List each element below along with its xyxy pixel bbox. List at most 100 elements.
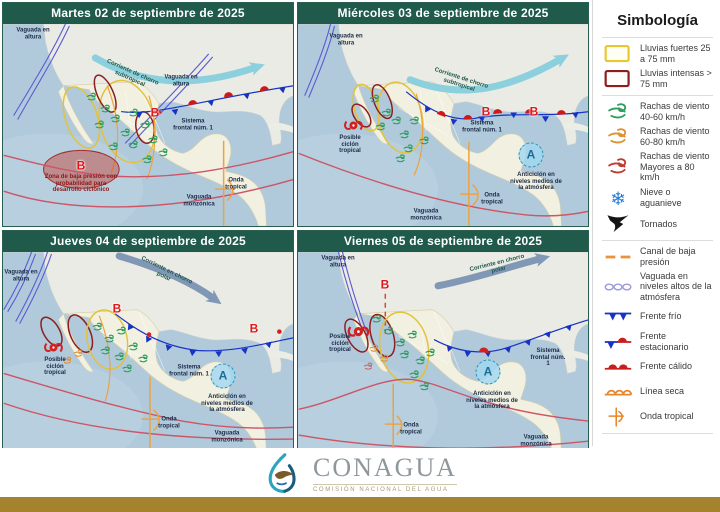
map-label-vaguada-monzonica: Vaguada monzónica (410, 208, 442, 221)
map-label-posible-ciclon: Posible ciclón tropical (329, 333, 351, 354)
legend-panel: Simbología Lluvias fuertes 25 a 75 mm Llu… (592, 0, 720, 446)
upper-trough-lines (304, 24, 336, 98)
tropical-wave-symbol (460, 141, 479, 226)
front-warm-marker (478, 347, 489, 354)
panel-title: Viernes 05 de septiembre de 2025 (298, 231, 588, 252)
heavy-rain-areas (352, 81, 424, 154)
legend-item-canal-baja: Canal de baja presión (602, 246, 713, 268)
map-graphic (3, 24, 293, 226)
heavy-rain-area (86, 309, 129, 370)
map-label-anticiclon: Anticiclón en niveles medios de la atmós… (510, 171, 562, 192)
intense-rain-areas (351, 83, 394, 128)
heavy-rain-icon (602, 43, 634, 65)
legend-item-heavy-rain: Lluvias fuertes 25 a 75 mm (602, 43, 713, 65)
legend-divider (602, 432, 713, 434)
low-pressure-channel-line (413, 93, 424, 176)
map-label-zona-baja-presion: Zona de baja presión con probabilidad pa… (44, 173, 118, 194)
map-symbol-baja-presion: B (529, 104, 539, 119)
weather-map-martes: Vaguada en altura Corriente de chorro sub… (3, 24, 293, 226)
svg-text:❄: ❄ (610, 189, 626, 210)
map-label-vaguada-en-altura: Vaguada en altura (321, 255, 355, 268)
wind-40-60-icon (602, 101, 634, 123)
monsoon-trough-lines (298, 378, 588, 449)
conagua-subtitle: COMISIÓN NACIONAL DEL AGUA (313, 483, 457, 493)
legend-label: Frente frío (640, 311, 682, 322)
map-label-anticiclon: Anticiclón en niveles medios de la atmós… (466, 390, 518, 411)
vaguada-altos-icon (602, 276, 634, 298)
legend-item-intense-rain: Lluvias intensas > 75 mm (602, 68, 713, 90)
legend-label: Rachas de viento Mayores a 80 km/h (640, 151, 710, 183)
legend-item-wind-40-60: Rachas de viento 40-60 km/h (602, 101, 713, 123)
linea-seca-icon (602, 381, 634, 403)
legend-label: Frente cálido (640, 361, 693, 372)
legend-section: Canal de baja presión Vaguada en niveles … (602, 246, 713, 428)
legend-item-linea-seca: Línea seca (602, 381, 713, 403)
legend-item-wind-60-80: Rachas de viento 60-80 km/h (602, 126, 713, 148)
legend-item-frente-calido: Frente cálido (602, 356, 713, 378)
legend-item-vaguada-altos: Vaguada en niveles altos de la atmósfera (602, 271, 713, 303)
weather-map-viernes: Vaguada en altura Corriente en chorro pol… (298, 252, 588, 454)
intense-rain-areas (344, 313, 396, 358)
map-label-vaguada-en-altura: Vaguada en altura (164, 74, 198, 87)
legend-divider (602, 239, 713, 241)
map-label-vaguada-monzonica: Vaguada monzónica (211, 430, 243, 443)
wind-60-80-icon (602, 126, 634, 148)
monsoon-trough-line (298, 152, 588, 217)
map-label-sistema-frontal: Sistema frontal núm. 1 (530, 347, 566, 368)
legend-label: Frente estacionario (640, 331, 689, 352)
map-symbol-anticiclon: A (210, 363, 236, 389)
map-label-anticiclon: Anticiclón en niveles medios de la atmós… (201, 393, 253, 414)
panel-martes: Martes 02 de septiembre de 2025 (2, 2, 294, 227)
weather-map-miercoles: Vaguada en altura Corriente de chorro sub… (298, 24, 588, 226)
map-symbol-baja-presion: B (76, 158, 86, 173)
subtropical-jet-arrow (406, 54, 569, 94)
map-annotations: Vaguada en altura Corriente en chorro pol… (298, 252, 588, 454)
legend-sections: Lluvias fuertes 25 a 75 mm Lluvias intens… (602, 43, 713, 434)
monsoon-trough-lines (3, 151, 293, 208)
map-symbol-baja-presion: B (249, 321, 259, 336)
map-label-corriente-chorro: Corriente de chorro subtropical (433, 66, 489, 93)
footer: CONAGUA COMISIÓN NACIONAL DEL AGUA (0, 448, 720, 497)
heavy-rain-area (378, 311, 430, 384)
tropical-wave-symbol (384, 383, 403, 454)
map-label-posible-ciclon: Posible ciclón tropical (44, 356, 66, 377)
map-label-vaguada-en-altura: Vaguada en altura (16, 27, 50, 40)
subtropical-jet-arrow (91, 54, 265, 85)
map-label-sistema-frontal: Sistema frontal núm. 1 (462, 120, 502, 133)
legend-label: Línea seca (640, 386, 685, 397)
polar-jet-arrow (434, 253, 551, 290)
frente-frio-icon (602, 306, 634, 328)
legend-divider (602, 37, 713, 38)
onda-tropical-icon (602, 406, 634, 428)
map-graphic (298, 24, 588, 226)
panel-jueves: Jueves 04 de septiembre de 2025 (2, 230, 294, 455)
map-label-onda-tropical: Onda tropical (400, 422, 422, 435)
conagua-logo-icon (268, 452, 296, 493)
tornado-icon (602, 213, 634, 235)
legend-item-frente-estacionario: Frente estacionario (602, 331, 713, 353)
map-label-corriente-chorro: Corriente de chorro subtropical (105, 58, 160, 89)
wind-80-icon (602, 156, 634, 178)
front-point (146, 332, 152, 337)
weather-map-jueves: Vaguada en altura Corriente en chorro pol… (3, 252, 293, 454)
panel-title: Miércoles 03 de septiembre de 2025 (298, 3, 588, 24)
front-point (277, 329, 282, 334)
tropical-wave-symbol (141, 376, 160, 454)
map-graphic (3, 252, 293, 454)
cyclonic-development-zone (43, 149, 120, 189)
legend-item-frente-frio: Frente frío (602, 306, 713, 328)
legend-section: Rachas de viento 40-60 km/h Rachas de vie… (602, 101, 713, 235)
low-pressure-channel-line (98, 315, 111, 402)
legend-section: Lluvias fuertes 25 a 75 mm Lluvias intens… (602, 43, 713, 90)
panel-viernes: Viernes 05 de septiembre de 2025 (297, 230, 589, 455)
intense-rain-icon (602, 68, 634, 90)
legend-label: Tornados (640, 218, 678, 229)
gold-bar (0, 497, 720, 512)
legend-label: Vaguada en niveles altos de la atmósfera (640, 270, 712, 303)
map-graphic (298, 252, 588, 454)
legend-item-snow: ❄ Nieve o aguanieve (602, 186, 713, 210)
map-label-sistema-frontal: Sistema frontal núm. 1 (173, 118, 213, 131)
map-symbol-baja-presion: B (380, 277, 390, 292)
map-label-vaguada-monzonica: Vaguada monzónica (520, 434, 552, 447)
